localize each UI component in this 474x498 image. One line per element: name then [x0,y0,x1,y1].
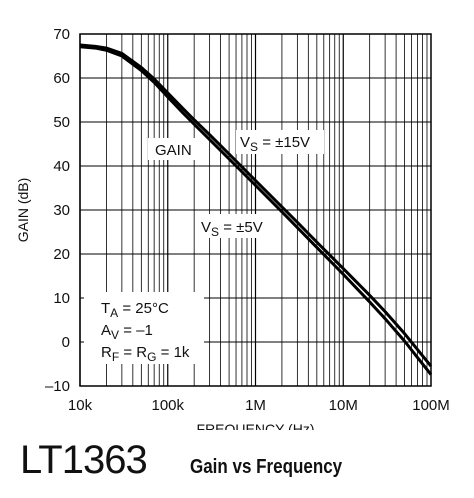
x-tick-label: 100M [412,397,450,414]
y-tick-labels: –10 0 10 20 30 40 50 60 70 [45,26,70,395]
part-number: LT1363 [20,438,148,482]
y-tick-label: –10 [45,378,70,395]
gain-label: GAIN [155,142,192,159]
x-tick-label: 1M [245,397,266,414]
y-tick-label: 10 [53,290,70,307]
annotations: GAIN VS = ±15V VS = ±5V TA = 25°CAV = –1RF … [84,130,324,364]
condition-line: TA = 25°C [101,300,169,320]
y-tick-label: 60 [53,70,70,87]
vs5-label: VS = ±5V [201,219,263,239]
gain-curve [79,45,433,376]
x-tick-label: 100k [151,397,184,414]
y-axis-label: GAIN (dB) [15,178,31,243]
x-tick-labels: 10k 100k 1M 10M 100M [68,397,450,414]
y-tick-label: 70 [53,26,70,43]
gain-curve [79,43,433,368]
y-tick-label: 50 [53,114,70,131]
condition-line: AV = –1 [101,322,153,342]
plot-frame [79,33,432,387]
vs15-label: VS = ±15V [240,134,310,154]
y-tick-label: 40 [53,158,70,175]
gain-frequency-chart: –10 0 10 20 30 40 50 60 70 10k 100k 1M 10M 100M FREQ… [15,26,450,430]
x-axis-label: FREQUENCY (Hz) [197,421,315,430]
curves [79,43,433,376]
condition-line: RF = RG = 1k [101,344,190,364]
y-tick-label: 20 [53,246,70,263]
x-tick-label: 10M [329,397,358,414]
y-tick-label: 0 [62,334,70,351]
x-tick-label: 10k [68,397,93,414]
chart-caption: Gain vs Frequency [190,456,343,478]
y-tick-label: 30 [53,202,70,219]
